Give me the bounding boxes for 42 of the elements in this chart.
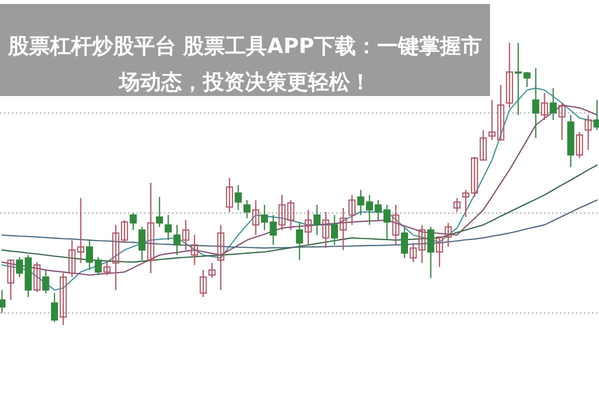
candlestick — [550, 88, 557, 121]
candlestick — [208, 262, 216, 279]
candlestick — [0, 289, 6, 314]
candlestick — [147, 182, 154, 274]
candlestick — [506, 42, 514, 108]
candlestick — [226, 177, 234, 213]
candlestick — [532, 68, 540, 139]
candlestick — [217, 224, 224, 291]
candlestick — [400, 227, 408, 258]
candlestick — [42, 269, 50, 294]
candlestick — [7, 260, 14, 300]
candlestick — [164, 214, 172, 241]
candlestick — [138, 226, 146, 261]
candlestick — [340, 207, 347, 251]
candlestick — [576, 132, 584, 159]
candlestick — [173, 224, 181, 256]
candlestick — [156, 196, 164, 228]
candlestick — [182, 219, 190, 251]
candlestick — [322, 211, 330, 249]
candlestick — [200, 269, 207, 298]
candlestick — [234, 184, 242, 211]
candlestick — [313, 204, 321, 236]
candlestick — [540, 92, 548, 121]
candlestick — [304, 209, 312, 246]
candlestick — [392, 204, 400, 246]
candlestick — [593, 99, 599, 131]
candlestick — [33, 262, 41, 293]
candlestick — [348, 194, 356, 226]
candlestick — [453, 198, 461, 213]
candlestick — [558, 102, 566, 141]
candlestick — [130, 212, 137, 231]
candlestick — [50, 292, 58, 322]
candlestick — [584, 114, 592, 150]
candlestick — [103, 260, 111, 276]
candlestick — [60, 272, 67, 326]
chart-title: 股票杠杆炒股平台 股票工具APP下载：一键掌握市场动态，投资决策更轻松！ — [6, 33, 484, 96]
candlestick — [427, 226, 434, 279]
candlestick — [296, 221, 304, 261]
candlestick — [252, 199, 260, 236]
candlestick — [330, 214, 338, 246]
candlestick — [190, 234, 198, 266]
candlestick — [243, 199, 251, 219]
